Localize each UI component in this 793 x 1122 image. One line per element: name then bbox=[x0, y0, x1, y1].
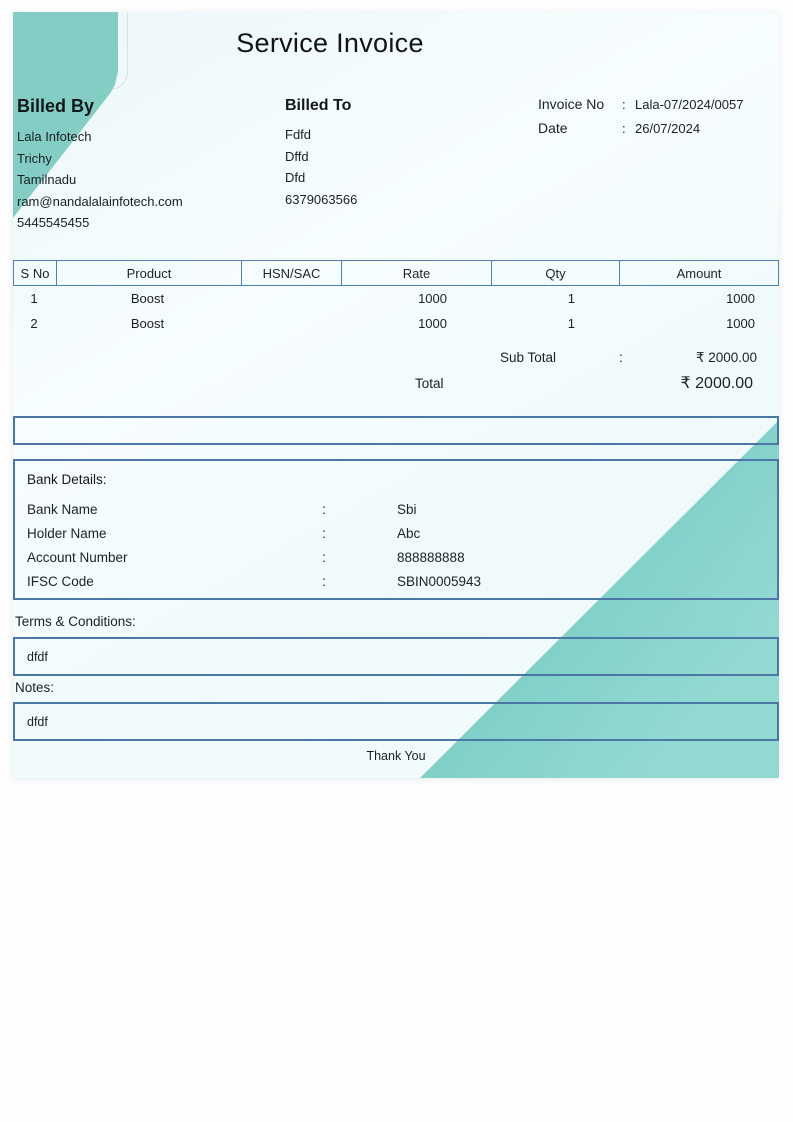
terms-conditions-text: dfdf bbox=[27, 649, 48, 664]
ifsc-code-row: IFSC Code : SBIN0005943 bbox=[27, 569, 777, 593]
item-sno: 2 bbox=[30, 316, 38, 331]
bank-details-box: Bank Details: Bank Name : Sbi Holder Nam… bbox=[13, 459, 779, 600]
terms-conditions-label: Terms & Conditions: bbox=[15, 614, 136, 629]
total-label: Total bbox=[415, 376, 444, 391]
holder-name-row: Holder Name : Abc bbox=[27, 521, 777, 545]
total-row: Total ₹ 2000.00 bbox=[13, 372, 779, 396]
ifsc-code-separator: : bbox=[322, 573, 326, 589]
subtotal-row: Sub Total : ₹ 2000.00 bbox=[13, 348, 779, 368]
subtotal-label: Sub Total bbox=[500, 350, 557, 365]
table-row: 1 Boost 1000 1 1000 bbox=[13, 286, 779, 311]
header-qty: Qty bbox=[491, 261, 619, 285]
header-product: Product bbox=[56, 261, 241, 285]
billed-by-city: Trichy bbox=[17, 150, 52, 166]
account-number-separator: : bbox=[322, 549, 326, 565]
notes-label: Notes: bbox=[15, 680, 55, 695]
items-table-header: S No Product HSN/SAC Rate Qty Amount bbox=[13, 260, 779, 286]
item-rate: 1000 bbox=[418, 316, 447, 331]
item-amount: 1000 bbox=[726, 316, 755, 331]
table-row: 2 Boost 1000 1 1000 bbox=[13, 311, 779, 336]
holder-name-label: Holder Name bbox=[27, 525, 107, 541]
item-hsn bbox=[240, 311, 340, 336]
notes-box: dfdf bbox=[13, 702, 779, 741]
billed-to-line3: Dfd bbox=[285, 170, 306, 185]
terms-conditions-box: dfdf bbox=[13, 637, 779, 676]
total-value: ₹ 2000.00 bbox=[680, 375, 753, 392]
item-qty: 1 bbox=[567, 291, 575, 306]
page-title: Service Invoice bbox=[236, 28, 424, 58]
notes-text: dfdf bbox=[27, 714, 48, 729]
empty-summary-box bbox=[13, 416, 779, 445]
bank-name-label: Bank Name bbox=[27, 501, 98, 517]
invoice-number-label: Invoice No bbox=[538, 96, 605, 112]
account-number-value: 888888888 bbox=[397, 549, 465, 565]
item-sno: 1 bbox=[30, 291, 38, 306]
billed-to-section: Billed To Fdfd Dffd Dfd 6379063566 bbox=[285, 97, 357, 210]
item-product: Boost bbox=[130, 316, 165, 331]
billed-by-name: Lala Infotech bbox=[17, 129, 92, 144]
invoice-meta: Invoice No : Lala-07/2024/0057 Date : 26… bbox=[538, 92, 743, 140]
bank-name-separator: : bbox=[322, 501, 326, 517]
holder-name-separator: : bbox=[322, 525, 326, 541]
account-number-row: Account Number : 888888888 bbox=[27, 545, 777, 569]
billed-by-section: Billed By Lala Infotech Trichy Tamilnadu… bbox=[17, 96, 183, 234]
invoice-date-label: Date bbox=[538, 120, 568, 136]
header-sno: S No bbox=[20, 265, 50, 281]
bank-name-value: Sbi bbox=[397, 501, 417, 517]
account-number-label: Account Number bbox=[27, 549, 128, 565]
billed-to-phone: 6379063566 bbox=[285, 191, 358, 207]
invoice-date-separator: : bbox=[622, 120, 626, 136]
item-qty: 1 bbox=[567, 316, 575, 331]
billed-to-name: Fdfd bbox=[285, 127, 312, 142]
billed-by-heading: Billed By bbox=[17, 96, 95, 116]
item-product: Boost bbox=[130, 291, 165, 306]
billed-to-heading: Billed To bbox=[285, 97, 352, 114]
item-amount: 1000 bbox=[726, 291, 755, 306]
invoice-page: Service Invoice Billed By Lala Infotech … bbox=[13, 12, 779, 778]
subtotal-value: ₹ 2000.00 bbox=[695, 350, 757, 365]
bank-details-heading: Bank Details: bbox=[27, 472, 107, 487]
invoice-number-value: Lala-07/2024/0057 bbox=[635, 96, 744, 112]
items-table-body: 1 Boost 1000 1 1000 2 Boost 1000 1 1000 bbox=[13, 286, 779, 336]
invoice-date-row: Date : 26/07/2024 bbox=[538, 116, 743, 140]
bank-name-row: Bank Name : Sbi bbox=[27, 497, 777, 521]
invoice-number-separator: : bbox=[622, 96, 626, 112]
invoice-date-value: 26/07/2024 bbox=[635, 120, 701, 136]
header-amount: Amount bbox=[619, 261, 778, 285]
billed-by-phone: 5445545455 bbox=[17, 215, 90, 230]
thank-you-text: Thank You bbox=[366, 749, 426, 763]
billed-to-line2: Dffd bbox=[285, 148, 309, 164]
item-rate: 1000 bbox=[418, 291, 447, 306]
ifsc-code-label: IFSC Code bbox=[27, 573, 94, 589]
billed-by-state: Tamilnadu bbox=[17, 172, 77, 187]
header-hsn-sac: HSN/SAC bbox=[241, 261, 341, 285]
ifsc-code-value: SBIN0005943 bbox=[397, 573, 482, 589]
header-rate: Rate bbox=[341, 261, 491, 285]
billed-by-email: ram@nandalalainfotech.com bbox=[17, 193, 183, 209]
item-hsn bbox=[240, 286, 340, 311]
holder-name-value: Abc bbox=[397, 525, 421, 541]
invoice-number-row: Invoice No : Lala-07/2024/0057 bbox=[538, 92, 743, 116]
subtotal-separator: : bbox=[619, 350, 623, 365]
